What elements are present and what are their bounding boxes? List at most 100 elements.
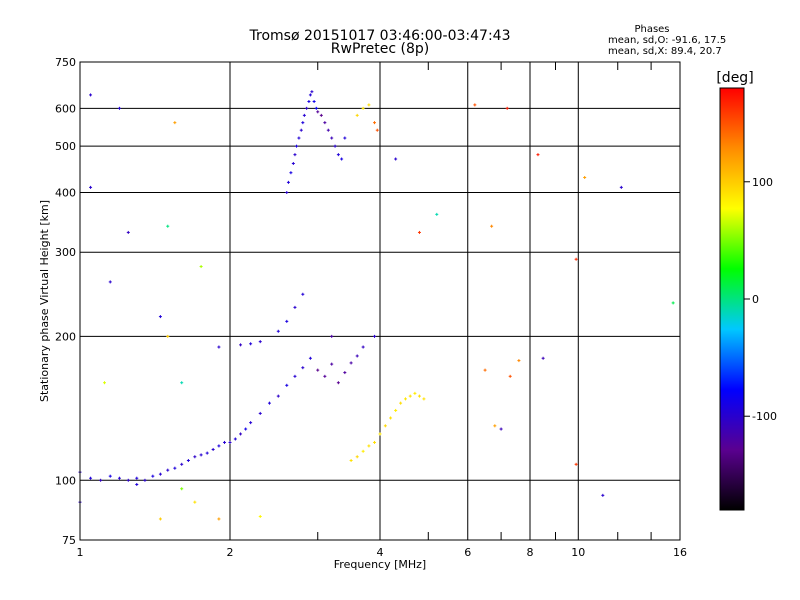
y-tick-label: 200	[55, 330, 76, 343]
data-point	[517, 359, 521, 363]
data-point	[541, 356, 545, 360]
data-point	[417, 394, 421, 398]
data-point	[435, 212, 439, 216]
data-point	[493, 424, 497, 428]
data-point	[505, 106, 509, 110]
data-point	[307, 100, 311, 104]
data-point	[258, 340, 262, 344]
data-point	[601, 493, 605, 497]
y-tick-label: 100	[55, 474, 76, 487]
data-point	[389, 416, 393, 420]
data-point	[199, 265, 203, 269]
x-tick-label: 4	[377, 546, 384, 559]
y-tick-label: 500	[55, 140, 76, 153]
data-point	[323, 121, 327, 125]
data-point	[239, 343, 243, 347]
x-tick-label: 16	[673, 546, 687, 559]
data-point	[336, 381, 340, 385]
colorbar-tick-label: 0	[752, 293, 759, 306]
x-axis-label: Frequency [MHz]	[334, 558, 426, 571]
data-point	[223, 440, 227, 444]
data-point	[349, 361, 353, 365]
data-point	[108, 474, 112, 478]
data-point	[286, 180, 290, 184]
data-point	[180, 462, 184, 466]
data-point	[166, 468, 170, 472]
data-point	[308, 93, 312, 97]
data-point	[361, 449, 365, 453]
data-point	[316, 110, 320, 114]
data-point	[158, 517, 162, 521]
data-point	[117, 106, 121, 110]
data-point	[536, 153, 540, 157]
data-point	[301, 121, 305, 125]
data-point	[249, 421, 253, 425]
data-point	[378, 432, 382, 436]
data-point	[394, 157, 398, 161]
y-axis-label: Stationary phase Virtual Height [km]	[38, 200, 51, 402]
data-point	[293, 305, 297, 309]
data-point	[583, 175, 587, 179]
data-point	[417, 230, 421, 234]
data-point	[186, 458, 190, 462]
data-point	[117, 476, 121, 480]
data-point	[373, 334, 377, 338]
data-point	[336, 153, 340, 157]
data-point	[319, 113, 323, 117]
data-point	[285, 190, 289, 194]
data-point	[483, 368, 487, 372]
plot-frame	[79, 61, 681, 541]
data-point	[343, 371, 347, 375]
data-point	[89, 185, 93, 189]
x-tick-label: 10	[571, 546, 585, 559]
data-point	[291, 161, 295, 165]
data-point	[143, 478, 147, 482]
x-tick-label: 1	[77, 546, 84, 559]
data-point	[285, 319, 289, 323]
data-point	[199, 453, 203, 457]
data-point	[408, 394, 412, 398]
data-point	[355, 113, 359, 117]
y-tick-label: 300	[55, 246, 76, 259]
data-point	[166, 334, 170, 338]
data-point	[258, 514, 262, 518]
data-point	[89, 476, 93, 480]
data-point	[249, 342, 253, 346]
data-point	[297, 136, 301, 140]
data-point	[330, 136, 334, 140]
x-tick-label: 2	[227, 546, 234, 559]
data-point	[151, 474, 155, 478]
data-point	[302, 113, 306, 117]
data-points	[78, 90, 675, 521]
data-point	[135, 476, 139, 480]
data-point	[361, 345, 365, 349]
stats-line-x: mean, sd,X: 89.4, 20.7	[608, 46, 722, 57]
data-point	[173, 121, 177, 125]
data-point	[422, 397, 426, 401]
data-point	[293, 153, 297, 157]
colorbar-label: [deg]	[716, 70, 753, 86]
data-point	[355, 455, 359, 459]
data-point	[158, 472, 162, 476]
data-point	[244, 427, 248, 431]
data-point	[314, 106, 318, 110]
data-point	[508, 374, 512, 378]
stats-line-o: mean, sd,O: -91.6, 17.5	[608, 35, 726, 46]
data-point	[217, 345, 221, 349]
data-point	[295, 144, 299, 148]
data-point	[330, 334, 334, 338]
data-point	[413, 391, 417, 395]
y-tick-label: 600	[55, 102, 76, 115]
data-point	[473, 103, 477, 107]
data-point	[173, 466, 177, 470]
data-point	[233, 437, 237, 441]
data-point	[108, 280, 112, 284]
stats-heading: Phases	[634, 24, 669, 35]
data-point	[293, 374, 297, 378]
data-point	[343, 136, 347, 140]
data-point	[399, 401, 403, 405]
data-point	[205, 451, 209, 455]
data-point	[367, 103, 371, 107]
colorbar	[719, 87, 745, 511]
data-point	[228, 440, 232, 444]
